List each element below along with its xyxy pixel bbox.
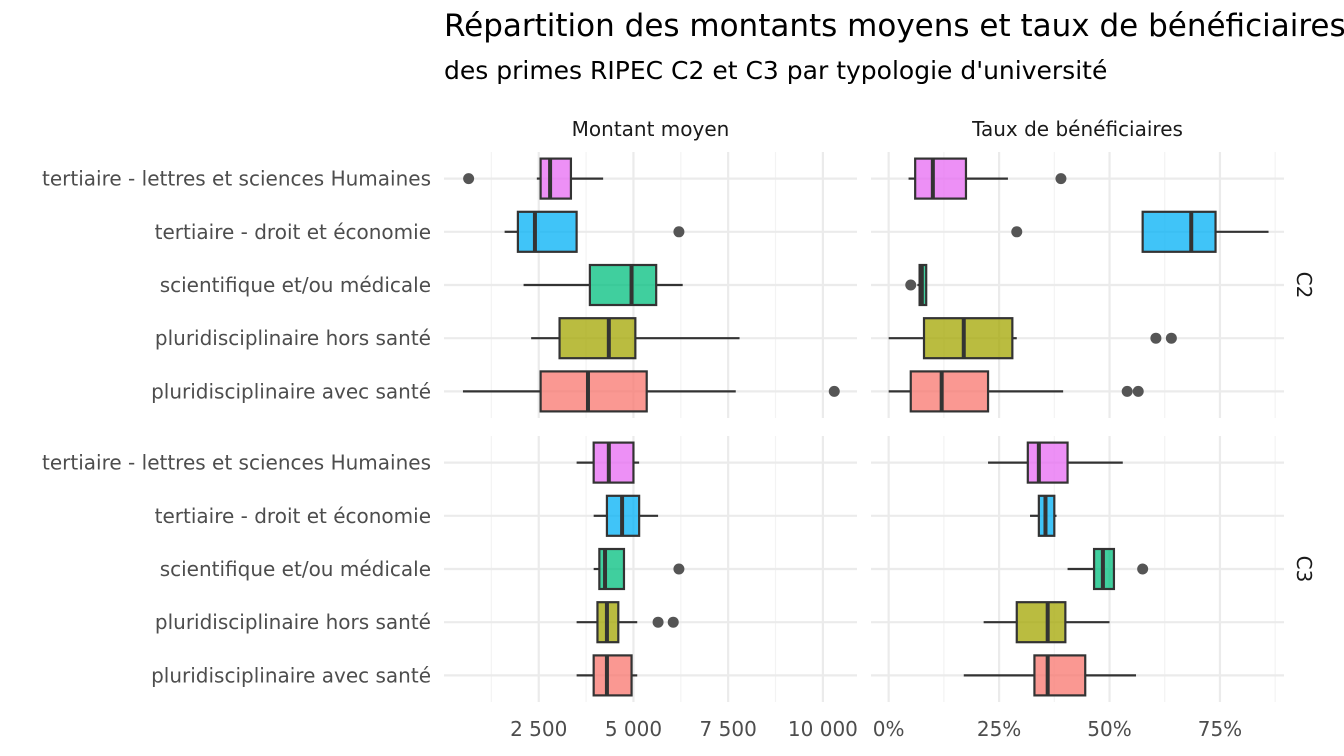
outlier-point: [828, 385, 840, 397]
outlier-point: [652, 616, 664, 628]
x-tick-label: 0%: [873, 717, 905, 741]
outlier-point: [1165, 332, 1177, 344]
box: [539, 157, 573, 200]
category-label: tertiaire - droit et économie: [155, 504, 431, 528]
chart-subtitle: des primes RIPEC C2 et C3 par typologie …: [444, 56, 1108, 85]
outlier-point: [673, 563, 685, 575]
facet-row-label: C3: [1292, 556, 1316, 583]
box: [1033, 654, 1087, 697]
box: [1026, 441, 1069, 484]
outlier-point: [1150, 332, 1162, 344]
category-label: scientifique et/ou médicale: [160, 273, 431, 297]
chart-title: Répartition des montants moyens et taux …: [444, 8, 1344, 44]
x-tick-label: 50%: [1087, 717, 1131, 741]
box: [1015, 601, 1067, 644]
facet-column-label: Montant moyen: [572, 117, 730, 141]
category-label: tertiaire - lettres et sciences Humaines: [42, 451, 431, 475]
box: [558, 317, 637, 360]
facet-row-label: C2: [1292, 272, 1316, 299]
box: [516, 210, 578, 253]
box: [592, 654, 633, 697]
category-label: pluridisciplinaire hors santé: [155, 326, 431, 350]
facet-column-label: Taux de bénéficiaires: [971, 117, 1183, 141]
box: [592, 441, 635, 484]
outlier-point: [667, 616, 679, 628]
x-tick-label: 10 000: [788, 717, 858, 741]
box: [922, 317, 1014, 360]
outlier-point: [1132, 385, 1144, 397]
category-label: pluridisciplinaire avec santé: [151, 663, 431, 687]
x-tick-label: 75%: [1198, 717, 1242, 741]
x-tick-label: 5 000: [605, 717, 662, 741]
outlier-point: [905, 279, 917, 291]
outlier-point: [1137, 563, 1149, 575]
x-tick-label: 7 500: [700, 717, 757, 741]
box: [539, 370, 648, 413]
x-tick-label: 25%: [977, 717, 1021, 741]
category-label: pluridisciplinaire avec santé: [151, 379, 431, 403]
outlier-point: [1011, 226, 1023, 238]
box: [909, 370, 990, 413]
outlier-point: [1121, 385, 1133, 397]
category-label: tertiaire - droit et économie: [155, 220, 431, 244]
x-tick-label: 2 500: [510, 717, 567, 741]
box: [588, 263, 658, 307]
outlier-point: [463, 173, 475, 185]
box: [1141, 210, 1217, 253]
category-label: tertiaire - lettres et sciences Humaines: [42, 167, 431, 191]
category-label: scientifique et/ou médicale: [160, 557, 431, 581]
outlier-point: [1055, 173, 1067, 185]
box: [914, 157, 968, 200]
category-label: pluridisciplinaire hors santé: [155, 610, 431, 634]
outlier-point: [673, 226, 685, 238]
